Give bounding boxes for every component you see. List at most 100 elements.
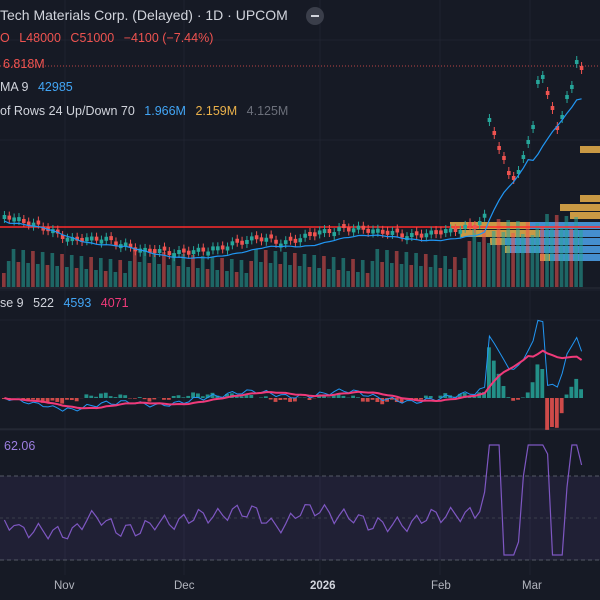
candle-body [85, 237, 89, 242]
volume-bar [438, 268, 443, 287]
candle-body [191, 250, 196, 255]
macd-histogram-bar [132, 398, 137, 399]
volume-bar [181, 254, 186, 287]
macd-histogram-bar [399, 398, 404, 403]
volume-bar [540, 226, 544, 287]
macd-histogram-bar [142, 398, 147, 400]
volume-bar [530, 235, 535, 287]
volume-bar [404, 252, 409, 287]
volume-bar [234, 272, 239, 287]
volume-bar [55, 266, 59, 287]
x-tick-dec: Dec [174, 580, 195, 592]
candle-body [104, 236, 109, 241]
volume-bar [331, 257, 336, 287]
candle-body [317, 230, 322, 235]
macd-signal-value: 4071 [100, 296, 129, 310]
macd-histogram-bar [268, 398, 273, 400]
vp-up-value: 1.966M [144, 104, 186, 118]
macd-histogram-bar [356, 397, 360, 398]
candle-body [424, 233, 429, 238]
x-tick-mar: Mar [522, 580, 542, 592]
volume-bar [259, 262, 263, 287]
macd-histogram-bar [162, 398, 166, 400]
volume-bar [200, 256, 205, 287]
macd-histogram-bar [419, 398, 423, 400]
candle-body [123, 242, 128, 247]
candle-body [448, 228, 453, 233]
macd-histogram-bar [166, 398, 171, 400]
volume-bar [574, 217, 578, 287]
candle-body [361, 225, 366, 230]
candle-body [540, 75, 545, 79]
macd-histogram-bar [196, 393, 200, 398]
macd-histogram-bar [152, 398, 157, 400]
volume-bar [249, 261, 253, 287]
macd-line-value: 4593 [63, 296, 92, 310]
macd-histogram-bar [108, 396, 113, 398]
volume-bar [394, 251, 399, 287]
candle-body [26, 221, 31, 226]
volume-bar [94, 270, 98, 287]
candle-body [279, 243, 283, 248]
collapse-icon[interactable] [305, 7, 324, 26]
ma-9-line [4, 98, 582, 259]
candle-body [60, 234, 65, 239]
candle-body [521, 155, 526, 159]
macd-histogram-bar [385, 398, 389, 402]
macd-histogram-bar [118, 394, 123, 398]
candle-body [167, 251, 172, 256]
ohlc-change: −4100 (−7.44%) [123, 31, 214, 45]
volume-bar [448, 269, 452, 287]
candle-body [94, 236, 99, 241]
macd-histogram-bar [181, 397, 186, 398]
volume-bar [288, 265, 292, 287]
macd-histogram-bar [263, 396, 268, 398]
volume-bar [157, 264, 161, 287]
volume-bar [191, 255, 195, 287]
macd-histogram-bar [559, 398, 564, 414]
candle-body [400, 233, 404, 238]
volume-bar [99, 258, 103, 287]
candle-body [99, 239, 104, 244]
volume-bar [273, 251, 278, 287]
ma-value: 42985 [37, 80, 73, 94]
volume-bar [559, 228, 564, 287]
macd-hist-value: 522 [33, 296, 54, 310]
candle-body [380, 229, 385, 234]
macd-histogram-bar [103, 392, 108, 398]
macd-histogram-bar [375, 398, 380, 402]
candle-body [216, 246, 220, 251]
candle-body [269, 234, 273, 239]
candle-body [574, 60, 579, 64]
volume-bar [297, 266, 302, 287]
candle-body [177, 250, 181, 255]
volume-bar [74, 268, 79, 287]
volume-bar [186, 267, 190, 287]
candle-body [31, 222, 36, 227]
candle-body [36, 220, 41, 225]
volume-bar [220, 258, 224, 287]
macd-histogram-bar [545, 398, 550, 430]
candle-body [487, 118, 492, 122]
candle-body [225, 246, 230, 251]
macd-histogram-bar [462, 393, 467, 398]
volume-bar [535, 223, 540, 287]
macd-histogram-bar [307, 398, 312, 400]
candle-body [332, 232, 337, 237]
candle-body [531, 125, 535, 129]
candle-body [274, 239, 278, 244]
candle-body [157, 248, 162, 253]
macd-histogram-bar [123, 395, 128, 398]
macd-histogram-bar [283, 398, 288, 400]
volume-bar [307, 267, 312, 287]
macd-histogram-bar [472, 396, 477, 398]
candle-body [511, 176, 516, 180]
candle-body [313, 232, 317, 237]
candle-body [201, 247, 206, 252]
volume-bar [423, 254, 428, 287]
volume-profile-up-bar [460, 230, 600, 237]
volume-bar [79, 256, 84, 287]
macd-histogram-bar [244, 393, 249, 398]
